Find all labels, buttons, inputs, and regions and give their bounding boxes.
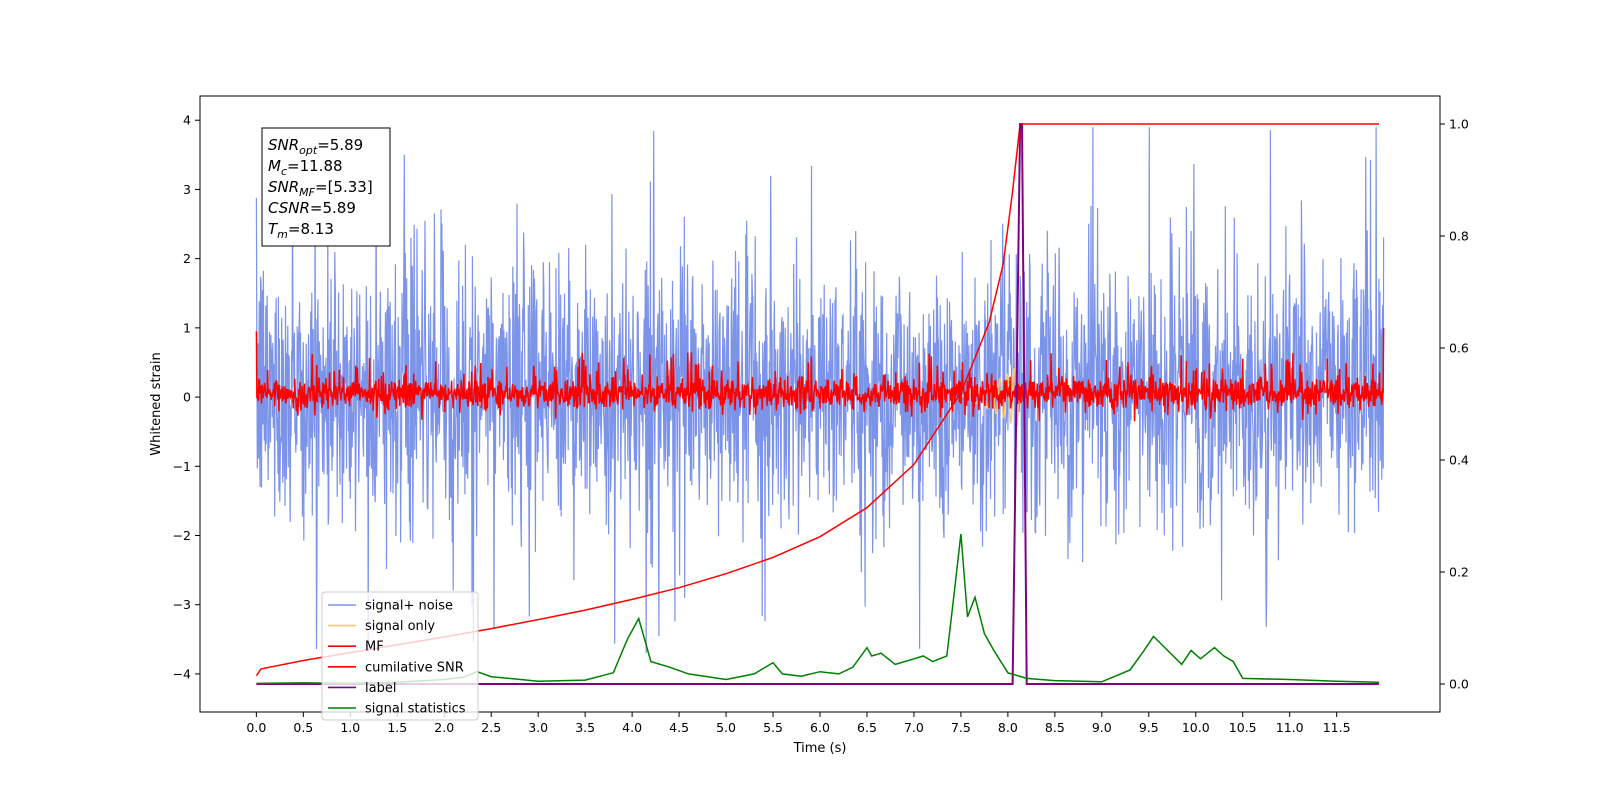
y-tick-label: −3	[173, 597, 191, 612]
x-tick-label: 9.0	[1092, 720, 1112, 735]
stat-line: CSNR=5.89	[268, 199, 356, 217]
x-tick-label: 3.0	[528, 720, 548, 735]
x-tick-label: 6.0	[810, 720, 830, 735]
x-tick-label: 7.5	[951, 720, 971, 735]
left-axis: −4 −3 −2 −1 0 1 2 3 4	[173, 113, 200, 681]
x-tick-label: 0.5	[293, 720, 313, 735]
x-tick-label: 1.5	[387, 720, 407, 735]
y-tick-label: −4	[173, 666, 191, 681]
y-tick-label: 0	[183, 390, 191, 405]
x-tick-label: 4.5	[669, 720, 689, 735]
x-tick-label: 9.5	[1139, 720, 1159, 735]
stats-box-frame	[261, 127, 391, 247]
series-mf-line	[255, 327, 1385, 422]
stat-line: Tm=8.13	[268, 220, 334, 241]
y2-tick-label: 0.0	[1449, 677, 1469, 692]
stat-line: SNRopt=5.89	[268, 136, 363, 157]
x-tick-label: 0.0	[246, 720, 266, 735]
legend-label: cumilative SNR	[365, 660, 464, 675]
y-tick-label: 1	[183, 320, 191, 335]
x-tick-label: 1.0	[340, 720, 360, 735]
legend-label: signal+ noise	[365, 599, 453, 614]
legend-label: signal statistics	[365, 702, 466, 717]
x-tick-label: 4.0	[622, 720, 642, 735]
y2-tick-label: 0.8	[1449, 229, 1469, 244]
y2-tick-label: 0.4	[1449, 453, 1469, 468]
legend-label: label	[365, 681, 396, 696]
x-tick-label: 2.5	[481, 720, 501, 735]
x-tick-label: 5.5	[763, 720, 783, 735]
x-axis: 0.0 0.5 1.0 1.5 2.0 2.5 3.0 3.5 4.0 4.5 5.0 5.5 6.0 6…	[246, 712, 1351, 735]
x-tick-label: 10.0	[1182, 720, 1210, 735]
x-tick-label: 3.5	[575, 720, 595, 735]
y2-tick-label: 1.0	[1449, 117, 1469, 132]
x-tick-label: 2.0	[434, 720, 454, 735]
legend-label: MF	[365, 640, 384, 655]
legend-label: signal only	[365, 619, 435, 634]
x-tick-label: 8.5	[1045, 720, 1065, 735]
y-tick-label: −2	[173, 528, 191, 543]
legend: signal+ noise signal only MF cumilative SNR…	[321, 591, 479, 721]
y-tick-label: −1	[173, 459, 191, 474]
right-axis: 0.0 0.2 0.4 0.6 0.8 1.0	[1440, 117, 1469, 692]
x-tick-label: 6.5	[857, 720, 877, 735]
series-signal-statistics-line	[256, 533, 1379, 685]
x-tick-label: 10.5	[1229, 720, 1257, 735]
y-tick-label: 2	[183, 251, 191, 266]
stats-annotation-box: SNRopt=5.89Mc=11.88SNRMF=[5.33]CSNR=5.89…	[261, 127, 391, 247]
x-tick-label: 11.0	[1276, 720, 1304, 735]
y-axis-label: Whitened strain	[149, 352, 164, 455]
y2-tick-label: 0.6	[1449, 341, 1469, 356]
stat-line: Mc=11.88	[268, 157, 343, 178]
x-tick-label: 7.0	[904, 720, 924, 735]
stat-line: SNRMF=[5.33]	[268, 178, 373, 199]
x-axis-label: Time (s)	[793, 741, 847, 756]
x-tick-label: 5.0	[716, 720, 736, 735]
y-tick-label: 3	[183, 182, 191, 197]
y-tick-label: 4	[183, 113, 191, 128]
x-tick-label: 8.0	[998, 720, 1018, 735]
x-tick-label: 11.5	[1323, 720, 1351, 735]
legend-frame	[321, 591, 479, 721]
y2-tick-label: 0.2	[1449, 565, 1469, 580]
